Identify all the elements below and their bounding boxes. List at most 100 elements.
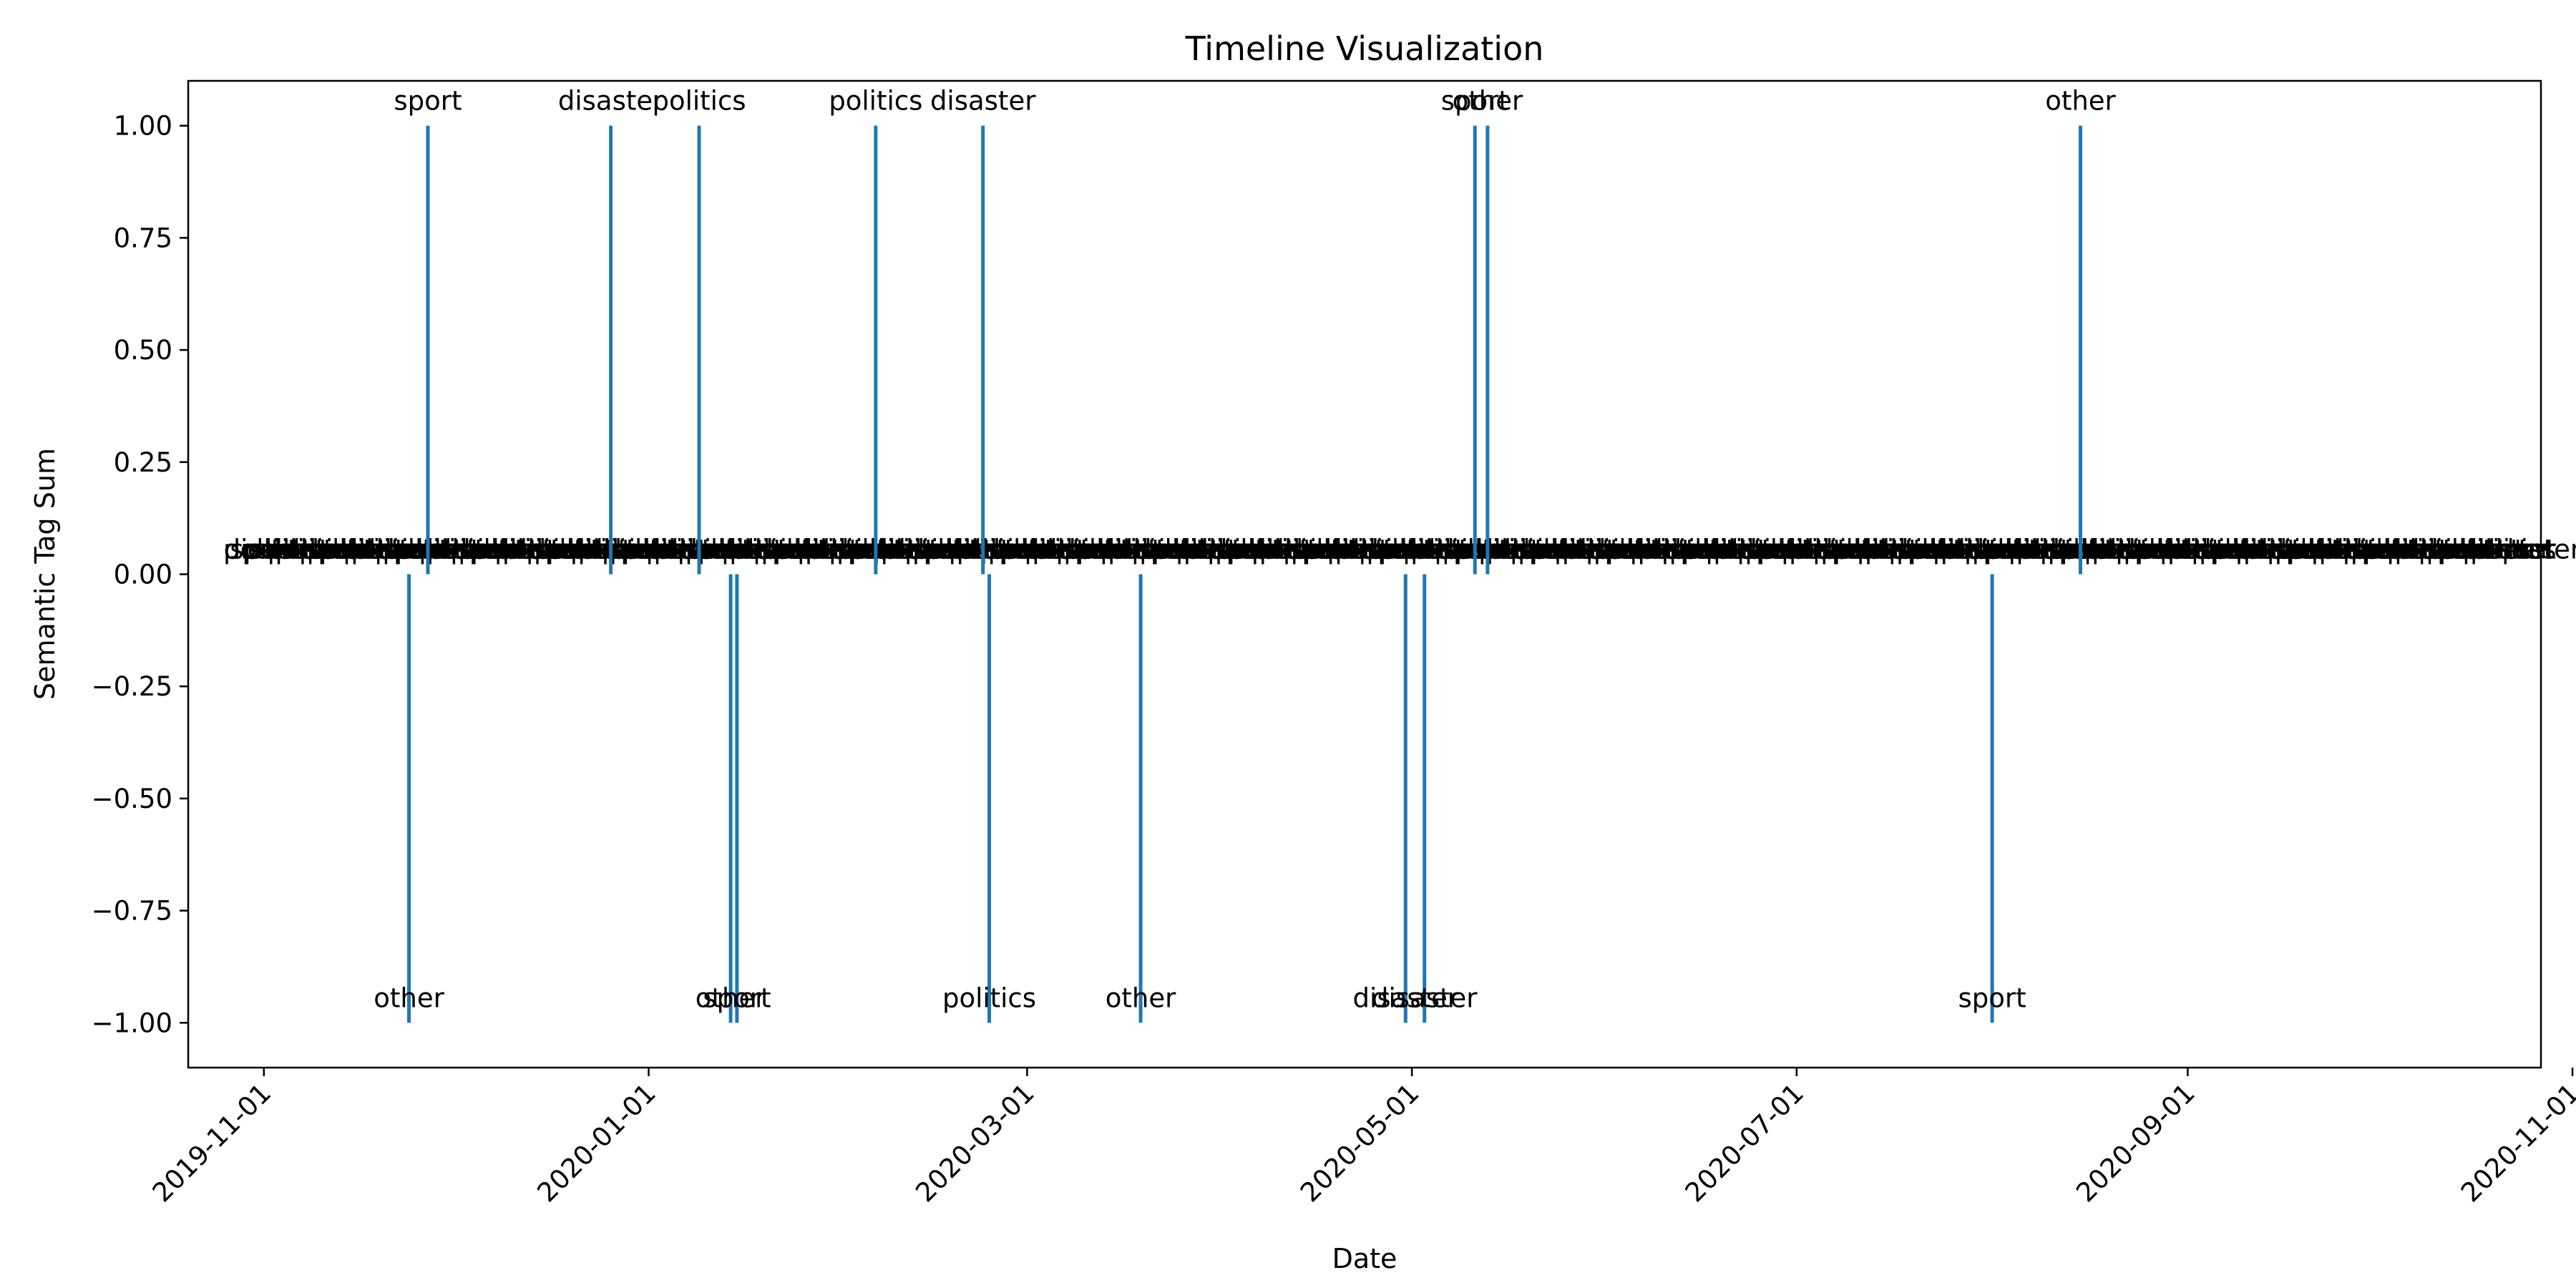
zero-label: politics (2286, 535, 2380, 565)
zero-label: politics (924, 535, 1018, 565)
zero-label: politics (980, 535, 1074, 565)
zero-label: disaster (1013, 535, 1118, 565)
zero-label: other (796, 535, 867, 565)
zero-label: other (1421, 535, 1492, 565)
zero-label: politics (494, 535, 588, 565)
zero-label: disaster (2021, 535, 2127, 565)
zero-label: politics (1075, 535, 1169, 565)
zero-label: sport (1820, 535, 1888, 565)
zero-label: politics (1630, 535, 1724, 565)
zero-label: sport (1277, 535, 1345, 565)
zero-label: other (2026, 535, 2097, 565)
zero-label: disaster (980, 535, 1086, 565)
zero-label: disaster (2400, 535, 2506, 565)
zero-label: disaster (1390, 535, 1496, 565)
zero-label: sport (1668, 535, 1736, 565)
x-axis-label: Date (1332, 1243, 1397, 1274)
zero-label: sport (1352, 535, 1420, 565)
zero-label: other (1005, 535, 1075, 565)
zero-label: disaster (861, 535, 967, 565)
zero-label: disaster (1284, 535, 1390, 565)
zero-label: other (494, 535, 565, 565)
zero-label: politics (1605, 535, 1699, 565)
zero-label: disaster (1662, 535, 1767, 565)
zero-label: disaster (1719, 535, 1825, 565)
event-label: sport (1958, 982, 2026, 1013)
zero-label: sport (381, 535, 449, 565)
zero-label: other (1194, 535, 1264, 565)
zero-label: disaster (1208, 535, 1314, 565)
zero-label: other (418, 535, 489, 565)
zero-label: other (1156, 535, 1226, 565)
zero-label: other (645, 535, 716, 565)
zero-label: sport (2488, 535, 2556, 565)
zero-label: disaster (1491, 535, 1597, 565)
zero-label: other (853, 535, 924, 565)
zero-label: other (1724, 535, 1795, 565)
zero-label: sport (1851, 535, 1919, 565)
zero-label: politics (1964, 535, 2058, 565)
zero-label: other (2064, 535, 2135, 565)
zero-label: politics (2040, 535, 2134, 565)
zero-label: politics (299, 535, 393, 565)
zero-label: sport (2078, 535, 2146, 565)
zero-label: politics (394, 535, 487, 565)
zero-label: sport (835, 535, 903, 565)
zero-label: politics (2361, 535, 2455, 565)
zero-label: politics (999, 535, 1093, 565)
zero-label: other (702, 535, 773, 565)
zero-label: other (2310, 535, 2381, 565)
y-tick-label: −1.00 (92, 1008, 172, 1038)
zero-label: politics (2009, 535, 2102, 565)
zero-label: other (2235, 535, 2306, 565)
zero-label: sport (2122, 535, 2190, 565)
zero-label: politics (753, 535, 847, 565)
zero-label: other (1572, 535, 1643, 565)
zero-label: politics (646, 535, 740, 565)
zero-label: politics (2387, 535, 2481, 565)
zero-label: other (1762, 535, 1833, 565)
zero-label: other (2329, 535, 2400, 565)
zero-label: politics (1478, 535, 1572, 565)
zero-label: politics (678, 535, 771, 565)
zero-label: disaster (905, 535, 1011, 565)
zero-label: disaster (1567, 535, 1673, 565)
zero-label: disaster (2248, 535, 2354, 565)
zero-label: sport (2034, 535, 2102, 565)
zero-label: politics (2311, 535, 2405, 565)
zero-label: other (2386, 535, 2457, 565)
zero-label: sport (1516, 535, 1584, 565)
zero-label: other (399, 535, 469, 565)
zero-label: other (1553, 535, 1624, 565)
zero-label: other (1686, 535, 1757, 565)
zero-label: disaster (1795, 535, 1901, 565)
zero-label: sport (1731, 535, 1799, 565)
zero-label: disaster (1056, 535, 1162, 565)
zero-label: sport (987, 535, 1055, 565)
zero-label: politics (318, 535, 411, 565)
zero-label: sport (942, 535, 1010, 565)
zero-label: other (2215, 535, 2286, 565)
zero-label: disaster (2097, 535, 2203, 565)
zero-label: other (248, 535, 318, 565)
zero-label: sport (684, 535, 752, 565)
y-tick-label: 0.25 (114, 447, 172, 478)
zero-label: sport (1744, 535, 1812, 565)
y-axis-label: Semantic Tag Sum (29, 448, 61, 700)
zero-label: politics (1056, 535, 1150, 565)
zero-label: sport (1473, 535, 1541, 565)
zero-label: disaster (2375, 535, 2481, 565)
zero-label: politics (2267, 535, 2361, 565)
zero-label: disaster (1643, 535, 1749, 565)
zero-label: other (1345, 535, 1416, 565)
zero-label: sport (1138, 535, 1206, 565)
zero-label: politics (526, 535, 620, 565)
zero-label: sport (1895, 535, 1963, 565)
zero-label: other (2177, 535, 2248, 565)
zero-label: other (1251, 535, 1322, 565)
zero-label: other (323, 535, 394, 565)
zero-label: disaster (886, 535, 992, 565)
zero-label: disaster (255, 535, 361, 565)
zero-label: sport (1126, 535, 1194, 565)
zero-label: other (872, 535, 943, 565)
